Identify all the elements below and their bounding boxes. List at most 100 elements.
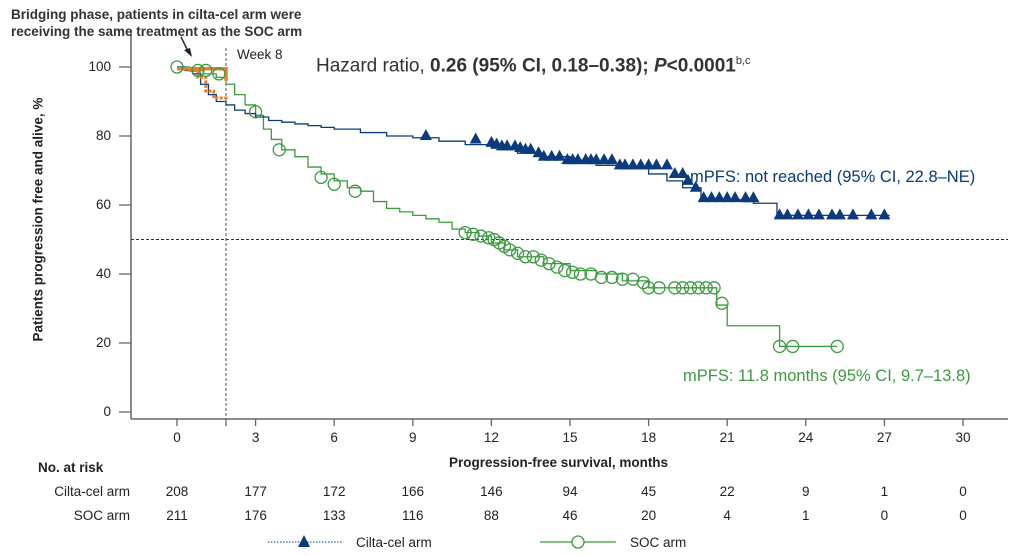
risk-value: 166 (401, 484, 425, 499)
cilta-censor-marker (865, 208, 878, 220)
risk-table-title: No. at risk (38, 460, 104, 475)
risk-value: 88 (483, 508, 499, 523)
y-tick-label: 0 (103, 404, 111, 419)
mpfs-cilta-label: mPFS: not reached (95% CI, 22.8–NE) (690, 168, 976, 186)
x-tick-label: 0 (173, 430, 181, 445)
cilta-censor-marker (846, 208, 859, 220)
soc-censor-marker (503, 243, 517, 257)
cilta-censor-marker (598, 153, 611, 165)
soc-censor-marker (772, 339, 787, 354)
risk-value: 1 (802, 508, 810, 523)
y-tick-label: 40 (95, 266, 111, 281)
soc-censor-marker (314, 170, 328, 185)
soc-censor-marker (482, 231, 496, 245)
risk-value: 172 (322, 484, 346, 499)
soc-censor-marker (565, 265, 580, 279)
x-tick-label: 6 (330, 430, 338, 445)
soc-censor-marker (594, 270, 609, 285)
soc-censor-marker (466, 227, 480, 241)
cilta-censor-marker (501, 139, 514, 151)
cilta-censor-marker (545, 149, 558, 161)
soc-censor-marker (786, 339, 800, 354)
risk-value: 94 (562, 484, 578, 499)
risk-value: 176 (244, 508, 267, 523)
soc-censor-marker (676, 281, 690, 295)
soc-censor-marker (558, 263, 572, 278)
cilta-censor-marker (878, 208, 891, 220)
cilta-censor-marker (626, 158, 639, 170)
risk-value: 211 (166, 508, 188, 523)
risk-value: 0 (959, 484, 967, 499)
cilta-curve (177, 66, 890, 216)
soc-censor-marker (615, 272, 630, 286)
soc-censor-marker (699, 281, 713, 295)
cilta-censor-marker (812, 208, 825, 220)
bridging-solid-curve (177, 66, 228, 81)
soc-censor-marker (534, 253, 548, 267)
annotation-line-1: Bridging phase, patients in cilta-cel ar… (11, 7, 302, 22)
cilta-censor-marker (619, 158, 632, 170)
axes (119, 30, 1008, 426)
soc-censor-marker (573, 267, 588, 281)
hr-value: 0.26 (95% CI, 0.18–0.38); (430, 55, 654, 77)
cilta-censor-marker (571, 153, 584, 165)
cilta-censor-marker (826, 208, 838, 220)
cilta-censor-marker (469, 132, 482, 144)
soc-censor-marker (474, 229, 488, 243)
cilta-censor-marker (590, 153, 603, 165)
risk-value: 20 (641, 508, 657, 523)
risk-value: 9 (802, 484, 810, 499)
soc-censor-marker (170, 60, 184, 74)
cilta-censor-marker (802, 208, 815, 220)
soc-censor-marker (636, 275, 651, 290)
cilta-censor-marker (739, 191, 752, 203)
risk-value: 177 (244, 484, 267, 499)
x-tick-label: 9 (409, 430, 417, 445)
risk-row-label: Cilta-cel arm (54, 484, 130, 499)
cilta-censor-marker (705, 191, 718, 203)
soc-censor-marker (518, 250, 533, 264)
x-tick-label: 27 (876, 430, 892, 445)
y-axis-label: Patients progression free and alive, % (30, 97, 46, 342)
cilta-censor-marker (747, 191, 760, 203)
soc-censor-marker (707, 281, 721, 295)
soc-censor-marker (830, 339, 844, 354)
soc-censor-marker (212, 67, 226, 81)
cilta-censor-marker (791, 208, 804, 220)
censor-markers (170, 60, 891, 354)
cilta-censor-marker (537, 149, 550, 161)
soc-censor-marker (327, 177, 341, 191)
x-tick-label: 18 (641, 430, 657, 445)
x-axis-label: Progression-free survival, months (449, 455, 669, 470)
cilta-censor-marker (524, 142, 537, 154)
cilta-censor-marker (689, 180, 702, 192)
risk-value: 0 (880, 508, 889, 523)
bridging-annotation: Bridging phase, patients in cilta-cel ar… (11, 6, 302, 40)
soc-censor-marker (199, 63, 213, 78)
cilta-censor-marker (419, 129, 432, 140)
y-tick-label: 100 (88, 59, 111, 74)
soc-censor-marker (691, 281, 706, 295)
annotation-arrow (180, 36, 192, 57)
cilta-censor-marker (833, 208, 846, 220)
x-tick-label: 24 (798, 430, 814, 445)
cilta-censor-marker (650, 158, 663, 170)
x-tick-label: 3 (251, 430, 260, 445)
soc-censor-marker (191, 63, 205, 78)
risk-value: 146 (480, 484, 503, 499)
soc-curve (177, 66, 838, 348)
curves (177, 66, 890, 348)
cilta-censor-marker (676, 166, 689, 178)
hr-prefix: Hazard ratio, (316, 55, 431, 77)
legend-cilta-label: Cilta-cel arm (356, 535, 432, 550)
soc-censor-marker (526, 250, 540, 264)
x-tick-label: 12 (483, 430, 499, 445)
mpfs-soc-label: mPFS: 11.8 months (95% CI, 9.7–13.8) (683, 367, 971, 385)
cilta-censor-marker (660, 158, 673, 170)
week-8-label: Week 8 (237, 47, 283, 62)
hr-p: P (653, 55, 667, 77)
soc-censor-marker (668, 281, 682, 295)
risk-value: 116 (402, 508, 424, 523)
y-tick-label: 80 (95, 128, 111, 143)
